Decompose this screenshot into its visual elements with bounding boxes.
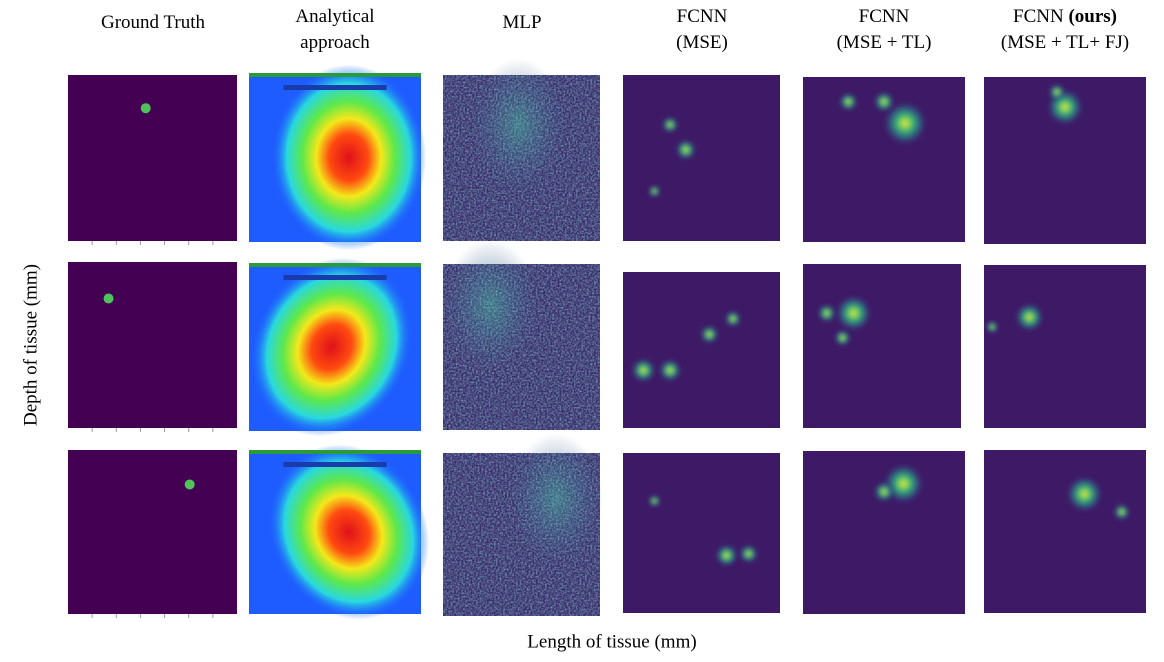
noise <box>443 75 600 241</box>
header-part: (MSE) <box>676 32 728 53</box>
panel-bg <box>623 272 780 428</box>
activation-blob <box>700 325 719 344</box>
panel <box>803 264 961 428</box>
panel-bg <box>984 450 1146 613</box>
panel-bg <box>803 451 965 614</box>
panel <box>984 450 1146 613</box>
column-header: Ground Truth <box>101 12 205 33</box>
header-part: Analytical <box>295 6 374 27</box>
column-header: FCNN (ours) <box>1013 6 1117 27</box>
header-part: FCNN <box>859 6 910 27</box>
panel-bg <box>803 264 961 428</box>
activation-blob <box>739 544 758 563</box>
column-header: (MSE) <box>676 32 728 53</box>
panel-bg <box>623 75 780 241</box>
column-header: FCNN <box>677 6 728 27</box>
activation-blob <box>715 544 738 567</box>
column-header: Analytical <box>295 6 374 27</box>
header-part: Ground Truth <box>101 12 205 33</box>
panel <box>443 58 600 241</box>
panel <box>803 451 965 614</box>
activation-blob <box>1066 476 1103 513</box>
transducer <box>283 85 387 90</box>
activation-blob <box>662 116 679 133</box>
header-part: approach <box>300 32 370 53</box>
activation-blob <box>724 310 741 327</box>
panel-bg <box>68 75 237 241</box>
x-axis-label: Length of tissue (mm) <box>527 631 696 652</box>
target-dot <box>103 293 114 304</box>
heat-field <box>271 64 427 251</box>
panel <box>984 265 1146 428</box>
panel <box>249 444 430 620</box>
activation-blob <box>675 139 696 160</box>
activation-blob <box>631 358 656 383</box>
activation-blob <box>1048 84 1065 101</box>
panel-bg <box>68 450 237 614</box>
noise <box>443 264 600 430</box>
panel-bg <box>984 265 1146 428</box>
column-header: FCNN <box>859 6 910 27</box>
header-part: (MSE + TL+ FJ) <box>1001 32 1129 53</box>
activation-blob <box>874 91 894 112</box>
panel <box>443 239 600 430</box>
column-header: (MSE + TL+ FJ) <box>1001 32 1129 53</box>
panel-bg <box>623 453 780 613</box>
activation-blob <box>1015 303 1044 332</box>
y-axis-label: Depth of tissue (mm) <box>20 264 41 426</box>
header-part: FCNN <box>1013 6 1068 27</box>
heat-field <box>268 444 430 620</box>
panel <box>623 272 780 428</box>
transducer <box>283 275 387 280</box>
activation-blob <box>1113 503 1130 520</box>
activation-blob <box>986 320 999 333</box>
activation-blob <box>834 329 851 346</box>
header-part: (MSE + TL) <box>837 32 932 53</box>
target-dot <box>140 103 151 114</box>
header-part: MLP <box>502 12 541 33</box>
heat-field <box>250 257 413 437</box>
activation-blob <box>883 101 928 146</box>
panel <box>249 64 427 251</box>
activation-blob <box>817 304 836 323</box>
activation-blob <box>874 481 894 502</box>
transducer-bar <box>249 263 421 267</box>
column-header: approach <box>300 32 370 53</box>
panel <box>249 257 421 437</box>
header-part: (ours) <box>1068 6 1117 27</box>
column-header: MLP <box>502 12 541 33</box>
panels <box>68 58 1146 620</box>
panel <box>68 262 237 432</box>
panel <box>984 77 1146 244</box>
header-part: FCNN <box>677 6 728 27</box>
panel <box>68 75 237 245</box>
activation-blob <box>835 295 872 332</box>
panel <box>623 75 780 241</box>
activation-blob <box>648 185 661 198</box>
target-dot <box>184 479 195 490</box>
transducer-bar <box>249 73 421 77</box>
panel <box>623 453 780 613</box>
column-header: (MSE + TL) <box>837 32 932 53</box>
noise <box>443 453 600 616</box>
activation-blob <box>659 359 682 382</box>
activation-blob <box>839 92 858 111</box>
panel <box>443 433 604 616</box>
panel-bg <box>68 262 237 428</box>
transducer-bar <box>249 450 421 454</box>
transducer <box>283 462 387 467</box>
activation-blob <box>648 495 661 507</box>
panel <box>803 77 965 242</box>
panel <box>68 450 237 618</box>
